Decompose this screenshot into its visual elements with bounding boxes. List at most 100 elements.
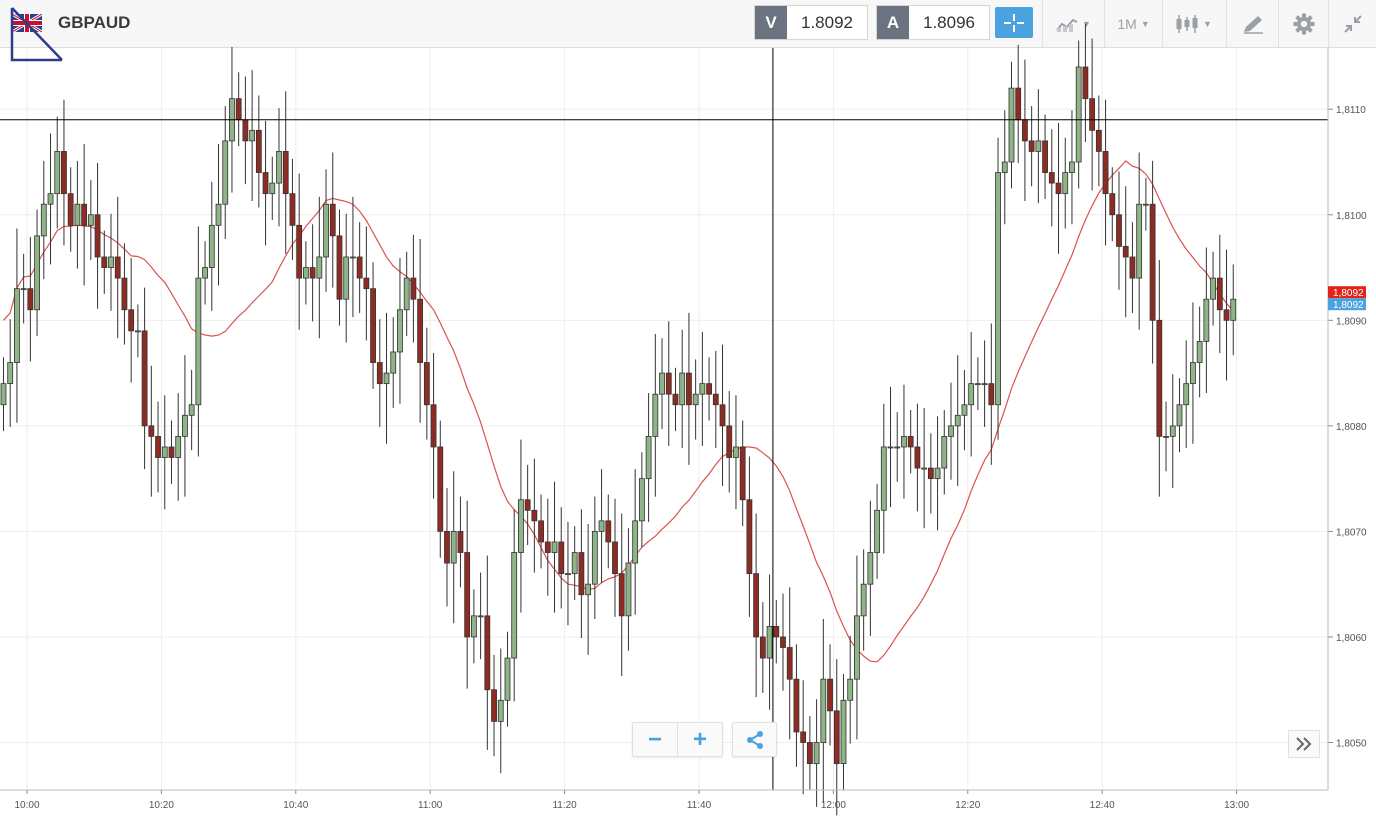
candle-body	[47, 193, 54, 205]
candle-body	[773, 626, 780, 638]
candle-body	[1129, 256, 1136, 279]
timeframe-button[interactable]: 1M ▼	[1104, 0, 1162, 47]
candle-body	[27, 288, 34, 311]
candle-body	[1156, 319, 1163, 437]
crosshair-button[interactable]	[995, 7, 1033, 38]
candle-body	[423, 362, 430, 406]
candle-body	[282, 151, 289, 195]
ask-label: A	[877, 6, 909, 39]
candle-body	[726, 425, 733, 458]
candle-body	[1008, 87, 1015, 163]
chart-axes: 1,8110 1,8100 1,8090 1,8080 1,8070 1,8060 1,80…	[0, 48, 1367, 811]
collapse-icon	[1343, 14, 1362, 33]
candle-body	[491, 689, 497, 722]
candle-body	[847, 678, 854, 701]
timeframe-label: 1M	[1117, 15, 1137, 32]
bid-label: V	[755, 6, 787, 39]
candle-body	[618, 573, 625, 617]
current-price-badge-blue	[1328, 298, 1366, 311]
zoom-controls: − +	[632, 722, 723, 757]
candle-body	[134, 330, 141, 333]
candle-body	[470, 615, 477, 638]
settings-button[interactable]	[1278, 0, 1328, 47]
candle-body	[901, 436, 907, 448]
candle-body	[518, 499, 524, 553]
watermark-logo	[10, 7, 63, 62]
candle-body	[1136, 203, 1143, 279]
crosshair-icon	[1004, 13, 1024, 32]
y-tick-label: 1,8060	[1336, 633, 1367, 644]
candle-body	[464, 552, 471, 638]
candle-body	[1196, 341, 1203, 363]
candle-body	[565, 573, 571, 576]
candle-body	[1169, 425, 1176, 437]
candle-body	[397, 309, 403, 353]
symbol-title: GBPAUD	[58, 13, 131, 32]
share-button[interactable]	[732, 722, 777, 757]
zoom-out-button[interactable]: −	[647, 725, 662, 753]
zoom-in-button[interactable]: +	[677, 723, 722, 756]
candle-body	[1001, 161, 1008, 173]
candle-body	[1190, 362, 1196, 385]
candle-body	[544, 541, 551, 553]
candle-body	[255, 129, 262, 173]
candle-body	[1210, 277, 1216, 300]
candle-body	[161, 446, 168, 458]
candle-body	[155, 436, 161, 458]
candle-body	[1055, 182, 1062, 195]
candle-body	[591, 531, 598, 585]
x-tick-label: 10:00	[14, 800, 39, 811]
candle-body	[793, 678, 800, 733]
candle-body	[1062, 172, 1069, 195]
ask-value: 1.8096	[923, 12, 975, 32]
candle-body	[437, 446, 444, 532]
chart-type-line-button[interactable]: ▼	[1042, 0, 1104, 47]
candle-body	[638, 478, 645, 522]
candle-body	[712, 393, 719, 406]
candle-body	[202, 267, 208, 279]
x-tick-label: 12:40	[1090, 800, 1115, 811]
candle-body	[289, 193, 296, 226]
candle-body	[988, 383, 995, 406]
candlestick-type-button[interactable]: ▼	[1162, 0, 1224, 47]
candle-body	[1203, 298, 1210, 342]
candle-body	[706, 383, 712, 395]
bid-price-button[interactable]: V 1.8092	[754, 5, 868, 40]
candle-body	[1028, 140, 1035, 152]
candle-body	[968, 383, 975, 406]
x-tick-label: 13:00	[1224, 800, 1249, 811]
candle-body	[269, 182, 276, 195]
y-tick-label: 1,8090	[1336, 316, 1367, 327]
ask-price-button[interactable]: A 1.8096	[876, 5, 990, 40]
candle-body	[20, 288, 27, 291]
candle-body	[531, 509, 538, 522]
candle-body	[141, 330, 148, 427]
drawing-tools-button[interactable]	[1226, 0, 1278, 47]
candle-body	[746, 499, 753, 575]
chevron-down-icon: ▼	[1203, 18, 1212, 29]
candle-body	[54, 151, 61, 195]
candle-body	[699, 383, 706, 395]
candle-body	[524, 499, 531, 511]
candle-body	[350, 256, 356, 259]
scroll-to-latest-button[interactable]	[1288, 730, 1320, 758]
candle-body	[914, 446, 921, 469]
candle-body	[410, 277, 417, 300]
candle-body	[1183, 383, 1190, 406]
candle-body	[665, 372, 672, 395]
candle-body	[598, 520, 605, 532]
candle-body	[148, 425, 155, 437]
candle-body	[1176, 404, 1183, 427]
candle-body	[766, 626, 773, 659]
candles	[0, 23, 1237, 816]
candle-body	[1089, 98, 1096, 131]
y-tick-label: 1,8110	[1336, 105, 1366, 116]
x-tick-label: 12:20	[955, 800, 980, 811]
candle-body	[215, 203, 222, 226]
candle-body	[1216, 277, 1223, 311]
candle-body	[739, 446, 746, 501]
candle-body	[7, 362, 14, 385]
candle-body	[40, 203, 47, 237]
collapse-button[interactable]	[1328, 0, 1376, 47]
